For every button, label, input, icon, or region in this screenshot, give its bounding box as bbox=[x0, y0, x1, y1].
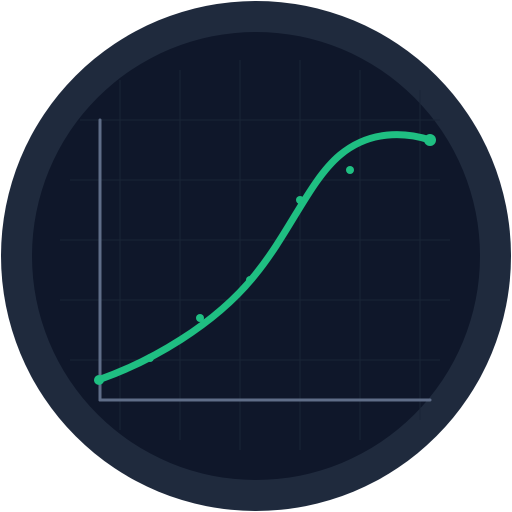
point bbox=[146, 354, 154, 362]
point bbox=[196, 314, 204, 322]
grid bbox=[60, 60, 450, 450]
point bbox=[346, 166, 354, 174]
points bbox=[94, 134, 436, 385]
point bbox=[296, 196, 304, 204]
inner-disc bbox=[32, 32, 480, 480]
axes bbox=[98, 118, 432, 402]
point bbox=[94, 375, 104, 385]
point bbox=[246, 276, 254, 284]
trend-curve bbox=[94, 131, 434, 384]
end-point bbox=[424, 134, 436, 146]
